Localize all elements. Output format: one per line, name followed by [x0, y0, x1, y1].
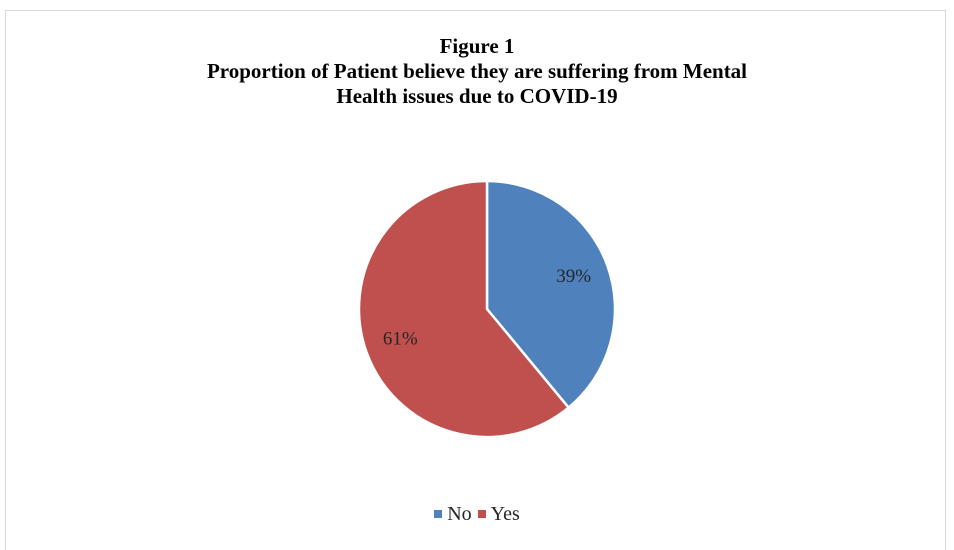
data-label-no: 39% — [556, 266, 591, 287]
chart-legend: No Yes — [0, 500, 954, 526]
title-line-2: Health issues due to COVID-19 — [336, 84, 618, 108]
chart-title: Figure 1 Proportion of Patient believe t… — [0, 34, 954, 109]
legend-label-no: No — [447, 503, 472, 525]
legend-label-yes: Yes — [490, 503, 520, 525]
pie-slice-no — [485, 179, 617, 410]
figure-label: Figure 1 — [439, 34, 515, 58]
legend-swatch-no — [434, 510, 443, 518]
data-label-yes: 61% — [383, 329, 418, 350]
legend-swatch-yes — [477, 510, 486, 518]
pie-slice-yes — [357, 179, 571, 439]
legend-item-yes: Yes — [477, 502, 520, 526]
legend-item-no: No — [434, 502, 472, 526]
chart-frame — [5, 10, 946, 550]
title-line-1: Proportion of Patient believe they are s… — [206, 59, 748, 83]
